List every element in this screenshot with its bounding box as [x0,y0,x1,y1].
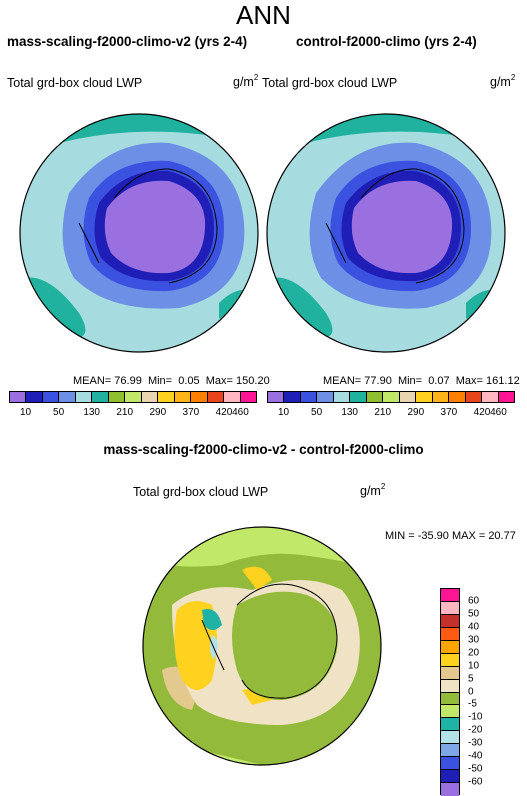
colorbar-tick-label: 420 [215,407,233,418]
colorbar-swatch [498,392,515,402]
colorbar-tick-label: -30 [468,737,483,749]
colorbar-tick-label: 130 [341,407,358,418]
colorbar-tick-label: 5 [468,673,474,685]
colorbar-swatch [441,666,459,680]
colorbar-swatch [441,744,459,758]
colorbar-swatch [141,392,159,402]
colorbar-panel-1 [9,391,257,403]
colorbar-swatch [441,589,459,602]
colorbar-swatch [441,653,459,667]
colorbar-swatch [108,392,126,402]
colorbar-tick-label: 420 [473,407,491,418]
colorbar-tick-label: 20 [468,647,480,659]
colorbar-tick-label: -50 [468,763,483,775]
colorbar-swatch [10,392,27,402]
colorbar-swatch [482,392,499,402]
colorbar-swatch [465,392,483,402]
colorbar-tick-label: 0 [468,686,474,697]
colorbar-swatch [224,392,241,402]
colorbar-tick-label: 10 [277,407,290,418]
colorbar-swatch [207,392,225,402]
colorbar-swatch [441,757,459,771]
colorbar-tick-label: 370 [182,407,200,418]
colorbar-tick-label: -20 [468,724,483,736]
colorbar-tick-label: 50 [311,407,323,418]
colorbar-swatch [416,392,433,402]
colorbar-swatch [441,731,459,745]
colorbar-tick-label: 60 [468,595,480,607]
colorbar-difference [440,588,460,796]
colorbar-swatch [350,392,367,402]
map-panel-2 [266,113,506,353]
colorbar-swatch [284,392,301,402]
colorbar-swatch [441,679,459,693]
colorbar-swatch [366,392,384,402]
colorbar-swatch [441,627,459,641]
colorbar-tick-label: 290 [149,407,167,418]
panel-1-variable: Total grd-box cloud LWP [7,76,143,90]
colorbar-swatch [333,392,351,402]
colorbar-tick-label: 50 [53,407,65,418]
colorbar-swatch [42,392,60,402]
colorbar-tick-label: -40 [468,750,483,762]
panel-2-stats: MEAN= 77.90 Min= 0.07 Max= 161.12 [323,375,520,387]
colorbar-tick-label: -5 [468,698,477,710]
colorbar-tick-label: 30 [468,634,480,646]
colorbar-swatch [449,392,466,402]
colorbar-tick-label: 290 [407,407,425,418]
colorbar-swatch [441,601,459,615]
colorbar-swatch [441,640,459,654]
map-difference [142,526,382,766]
colorbar-swatch [268,392,285,402]
colorbar-swatch [441,705,459,719]
difference-units: g/m2 [360,482,386,498]
map-panel-1 [19,113,259,353]
colorbar-panel-2 [267,391,515,403]
colorbar-swatch [441,770,459,784]
colorbar-swatch [92,392,109,402]
panel-2-title: control-f2000-climo (yrs 2-4) [296,34,477,49]
panel-1-stats: MEAN= 76.99 Min= 0.05 Max= 150.20 [73,375,270,387]
colorbar-swatch [441,783,459,796]
difference-variable: Total grd-box cloud LWP [133,485,269,499]
colorbar-swatch [399,392,417,402]
panel-1-units: g/m2 [233,73,259,89]
colorbar-swatch [300,392,318,402]
colorbar-swatch [125,392,142,402]
panel-1-title: mass-scaling-f2000-climo-v2 (yrs 2-4) [7,34,248,49]
colorbar-tick-label: 460 [490,407,507,418]
difference-stats: MIN = -35.90 MAX = 20.77 [385,530,516,542]
colorbar-tick-label: 210 [116,407,134,418]
colorbar-tick-label: 370 [440,407,458,418]
colorbar-swatch [59,392,76,402]
colorbar-tick-label: 130 [83,407,100,418]
colorbar-swatch [432,392,450,402]
colorbar-swatch [75,392,93,402]
colorbar-swatch [158,392,175,402]
colorbar-tick-label: -60 [468,776,483,788]
colorbar-swatch [240,392,257,402]
panel-2-variable: Total grd-box cloud LWP [262,76,398,90]
colorbar-swatch [317,392,334,402]
colorbar-swatch [383,392,400,402]
colorbar-tick-label: 460 [232,407,249,418]
colorbar-swatch [441,718,459,732]
colorbar-tick-label: 50 [468,608,480,620]
colorbar-swatch [174,392,192,402]
colorbar-swatch [441,614,459,628]
colorbar-swatch [191,392,208,402]
colorbar-tick-label: 40 [468,621,480,633]
colorbar-tick-label: 10 [19,407,32,418]
colorbar-tick-label: 210 [374,407,392,418]
colorbar-swatch [26,392,43,402]
colorbar-tick-label: -10 [468,711,483,723]
difference-title: mass-scaling-f2000-climo-v2 - control-f2… [103,442,424,457]
main-title: ANN [236,0,291,30]
panel-2-units: g/m2 [490,73,516,89]
colorbar-tick-label: 10 [468,660,480,672]
colorbar-swatch [441,692,459,706]
